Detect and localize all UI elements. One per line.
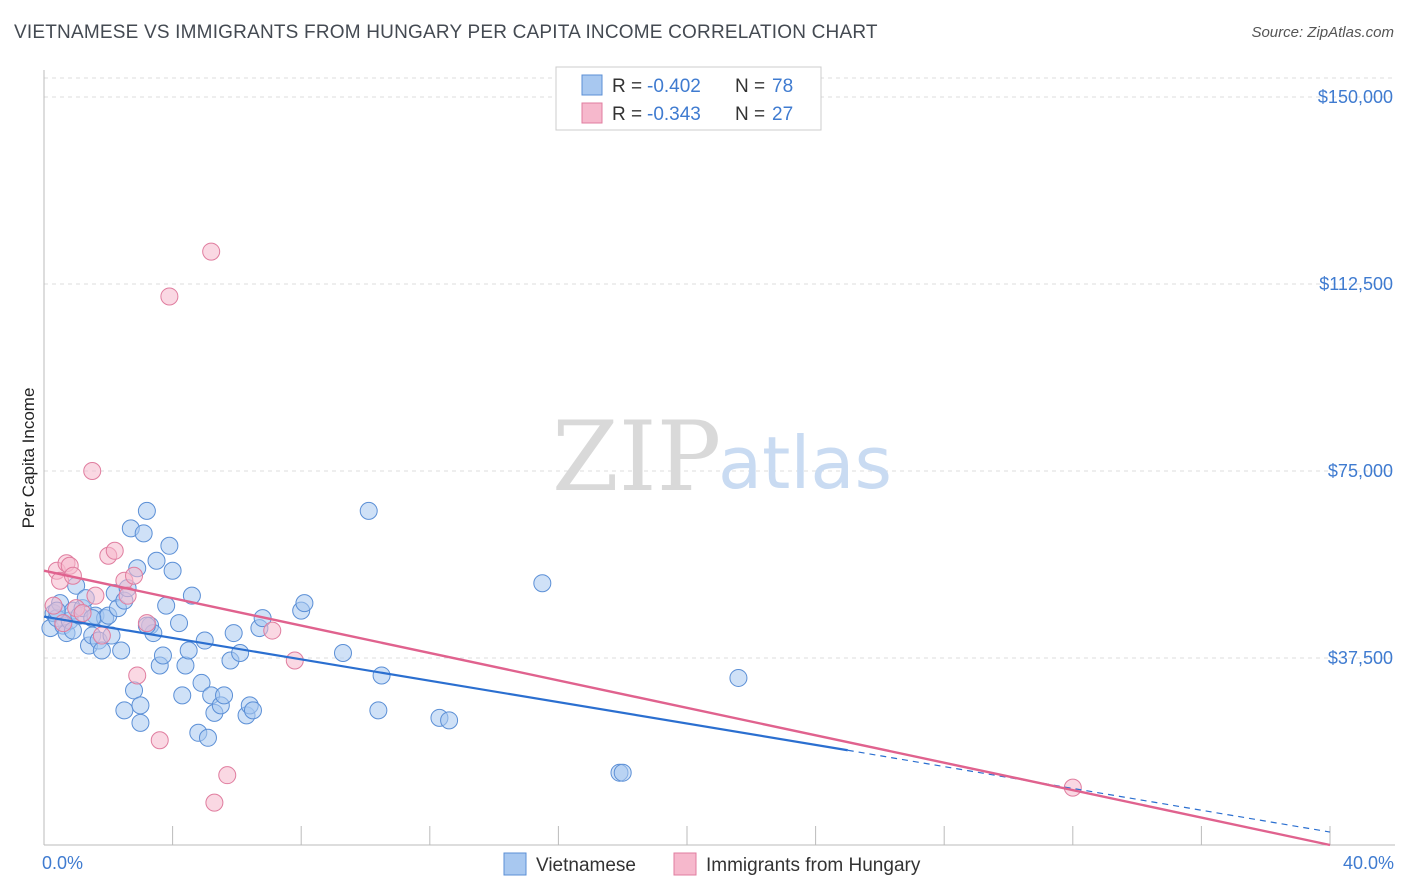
y-tick-label: $150,000: [1318, 87, 1393, 107]
legend-n-label-1: N =: [735, 76, 765, 97]
x-tick-marks: [172, 826, 1331, 845]
series-vietnamese: [41, 501, 748, 782]
legend-n-value-2: 27: [772, 104, 793, 125]
data-point-hungary: [137, 614, 156, 633]
data-point-vietnamese: [195, 631, 214, 650]
data-point-hungary: [118, 586, 137, 605]
x-tick-label-max: 40.0%: [1343, 853, 1394, 873]
data-point-hungary: [125, 566, 144, 585]
data-point-vietnamese: [157, 596, 176, 615]
data-point-hungary: [202, 242, 221, 261]
series-hungary: [44, 242, 1082, 812]
data-point-vietnamese: [231, 644, 250, 663]
x-tick-label-min: 0.0%: [42, 853, 83, 873]
y-tick-label: $37,500: [1328, 648, 1393, 668]
data-point-hungary: [86, 586, 105, 605]
watermark: ZIP atlas: [552, 401, 892, 513]
data-point-vietnamese: [170, 614, 189, 633]
data-point-vietnamese: [131, 696, 150, 715]
data-point-vietnamese: [179, 641, 198, 660]
legend-r-label-1: R =: [612, 76, 642, 97]
y-tick-label: $112,500: [1319, 274, 1393, 294]
data-point-vietnamese: [92, 641, 111, 660]
legend-n-value-1: 78: [772, 76, 793, 97]
bottom-legend-swatch-hungary: [673, 852, 697, 876]
data-point-hungary: [44, 596, 63, 615]
data-point-hungary: [218, 766, 237, 785]
source-label: Source: ZipAtlas.com: [1251, 24, 1394, 41]
data-point-vietnamese: [215, 686, 234, 705]
data-point-vietnamese: [613, 763, 632, 782]
data-point-vietnamese: [160, 536, 179, 555]
bottom-legend-label-vietnamese: Vietnamese: [536, 855, 636, 876]
data-point-vietnamese: [137, 501, 156, 520]
data-point-hungary: [73, 604, 92, 623]
grid-lines: [44, 77, 1395, 659]
y-tick-label: $75,000: [1328, 461, 1393, 481]
data-point-hungary: [263, 621, 282, 640]
stats-legend: R = -0.402 N = 78 R = -0.343 N = 27: [555, 66, 822, 131]
data-point-vietnamese: [182, 586, 201, 605]
bottom-legend-swatch-vietnamese: [503, 852, 527, 876]
data-point-vietnamese: [125, 681, 144, 700]
data-point-vietnamese: [131, 713, 150, 732]
legend-swatch-vietnamese: [581, 74, 603, 96]
data-point-vietnamese: [198, 728, 217, 747]
data-point-vietnamese: [295, 594, 314, 613]
legend-n-label-2: N =: [735, 104, 765, 125]
data-point-hungary: [83, 462, 102, 480]
data-point-vietnamese: [163, 561, 182, 580]
data-point-vietnamese: [115, 701, 134, 720]
trend-lines: [43, 569, 1331, 847]
axes: [43, 70, 1395, 846]
data-point-vietnamese: [173, 686, 192, 705]
data-point-hungary: [150, 731, 169, 750]
chart-title: VIETNAMESE VS IMMIGRANTS FROM HUNGARY PE…: [14, 22, 878, 43]
data-point-hungary: [105, 541, 124, 560]
data-point-vietnamese: [369, 701, 388, 720]
y-axis-label: Per Capita Income: [19, 388, 38, 529]
trend-line-hungary: [43, 569, 1331, 847]
data-point-vietnamese: [134, 524, 153, 543]
legend-r-value-1: -0.402: [647, 76, 701, 97]
watermark-zip: ZIP: [552, 401, 721, 513]
legend-r-label-2: R =: [612, 104, 642, 125]
data-point-hungary: [285, 651, 304, 670]
trend-line-vietnamese: [43, 615, 848, 752]
data-point-vietnamese: [359, 501, 378, 520]
data-point-vietnamese: [372, 666, 391, 685]
data-point-vietnamese: [533, 574, 552, 593]
data-point-vietnamese: [153, 646, 172, 665]
bottom-legend-label-hungary: Immigrants from Hungary: [706, 855, 921, 876]
legend-swatch-hungary: [581, 102, 603, 124]
data-point-hungary: [54, 614, 73, 633]
data-point-hungary: [92, 626, 111, 645]
legend-r-value-2: -0.343: [647, 104, 701, 125]
bottom-legend: Vietnamese Immigrants from Hungary: [503, 852, 921, 876]
data-point-vietnamese: [224, 624, 243, 643]
data-point-hungary: [128, 666, 147, 685]
trend-line-vietnamese-extension: [847, 749, 1331, 833]
data-point-vietnamese: [243, 701, 262, 720]
y-tick-labels: $37,500 $75,000 $112,500 $150,000: [1318, 87, 1393, 668]
data-point-vietnamese: [192, 673, 211, 692]
watermark-atlas: atlas: [718, 421, 892, 505]
data-point-hungary: [160, 287, 179, 306]
data-point-vietnamese: [440, 711, 459, 730]
data-point-vietnamese: [112, 641, 131, 660]
data-point-vietnamese: [729, 668, 748, 687]
data-point-vietnamese: [333, 644, 352, 663]
data-point-vietnamese: [147, 551, 166, 570]
data-point-vietnamese: [176, 656, 195, 675]
data-point-hungary: [205, 793, 224, 812]
